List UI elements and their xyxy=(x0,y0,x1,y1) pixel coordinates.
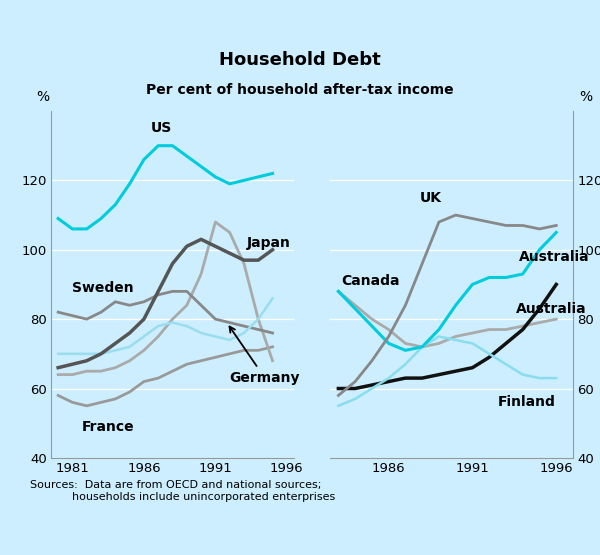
Text: Finland: Finland xyxy=(497,395,556,410)
Text: UK: UK xyxy=(419,191,442,205)
Text: %: % xyxy=(580,90,592,104)
Text: France: France xyxy=(82,420,134,433)
Text: Sources:  Data are from OECD and national sources;
            households includ: Sources: Data are from OECD and national… xyxy=(30,480,335,502)
Text: Australia: Australia xyxy=(520,250,590,264)
Text: Germany: Germany xyxy=(230,326,300,385)
Text: Household Debt: Household Debt xyxy=(219,52,381,69)
Text: Per cent of household after-tax income: Per cent of household after-tax income xyxy=(146,83,454,97)
Text: Sweden: Sweden xyxy=(73,281,134,295)
Text: Japan: Japan xyxy=(247,236,291,250)
Text: US: US xyxy=(151,122,172,135)
Text: Canada: Canada xyxy=(342,274,400,288)
Text: %: % xyxy=(37,90,50,104)
Text: Australia: Australia xyxy=(516,302,587,316)
